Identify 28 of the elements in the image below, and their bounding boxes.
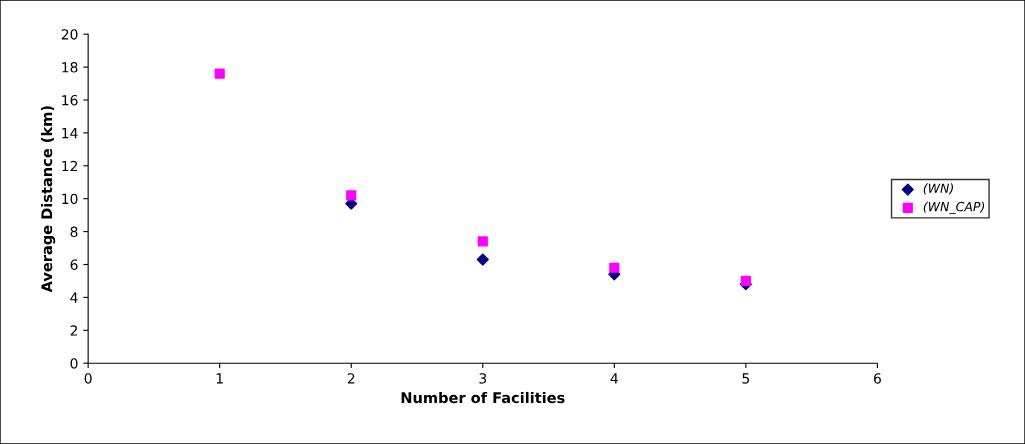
x-tick-label: 3	[479, 373, 487, 384]
legend-label: (WN)	[923, 183, 953, 195]
y-tick-label: 2	[70, 325, 78, 336]
y-tick-label: 20	[61, 29, 78, 40]
legend-label: (WN_CAP)	[923, 201, 985, 215]
y-tick-label: 18	[62, 62, 78, 73]
y-tick-label: 4	[70, 292, 78, 303]
point	[476, 253, 489, 266]
x-tick-label: 6	[873, 373, 881, 384]
y-tick-label: 0	[70, 358, 78, 369]
x-tick-label: 1	[216, 373, 223, 384]
point	[214, 68, 225, 79]
x-tick-label: 5	[742, 373, 750, 384]
point	[740, 275, 751, 287]
x-axis-title: Number of Facilities	[401, 391, 565, 404]
y-axis-title: Average Distance (km)	[40, 106, 56, 293]
point	[477, 236, 488, 247]
point	[609, 262, 620, 273]
y-tick-label: 14	[62, 128, 78, 139]
x-tick-label: 2	[347, 373, 355, 384]
x-tick-label: 0	[84, 373, 92, 384]
y-tick-label: 6	[70, 259, 78, 270]
y-tick-label: 16	[62, 94, 78, 106]
y-tick-label: 12	[62, 160, 78, 172]
point	[346, 190, 357, 201]
y-tick-label: 10	[62, 193, 78, 205]
x-tick-label: 4	[610, 373, 618, 384]
y-tick-label: 8	[70, 226, 78, 238]
